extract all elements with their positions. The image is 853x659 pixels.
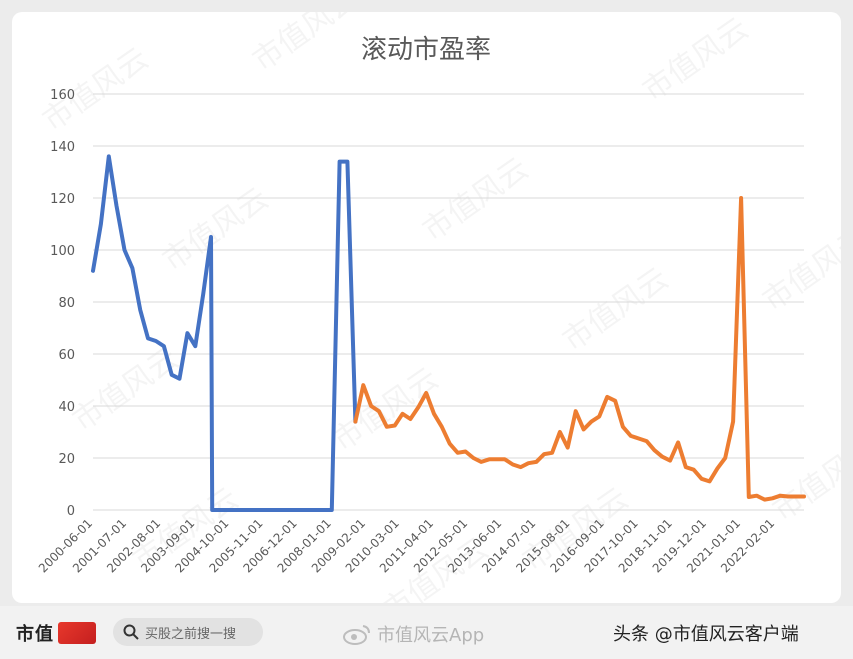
series-lines (91, 154, 806, 512)
footer-bar: 市值 买股之前搜一搜 市值风云App 头条 @市值风云客户端 (0, 606, 853, 659)
y-tick-label: 20 (58, 452, 75, 467)
y-tick-label: 80 (58, 296, 75, 311)
y-tick-label: 140 (50, 140, 75, 155)
series-line-2 (353, 196, 806, 502)
y-tick-label: 40 (58, 400, 75, 415)
watermark-text: 市值风云 (757, 221, 841, 318)
chart-card (12, 12, 841, 603)
search-box[interactable]: 买股之前搜一搜 (113, 618, 263, 646)
brand[interactable]: 市值 (16, 620, 96, 646)
y-tick-label: 100 (50, 244, 75, 259)
y-tick-label: 160 (50, 88, 75, 103)
series-line-1 (91, 154, 358, 512)
watermark-text: 市值风云 (247, 12, 365, 79)
weibo-watermark-text: 市值风云App (377, 625, 485, 646)
watermark-text: 市值风云 (157, 181, 275, 278)
search-placeholder: 买股之前搜一搜 (145, 626, 237, 642)
byline: 头条 @市值风云客户端 (613, 624, 799, 645)
y-tick-label: 120 (50, 192, 75, 207)
watermark-text: 市值风云 (417, 151, 535, 248)
search-icon (123, 624, 139, 640)
watermark-text: 市值风云 (327, 361, 445, 458)
watermark-text: 市值风云 (767, 431, 841, 528)
y-axis: 0 20 40 60 80 100 120 140 160 (50, 88, 75, 519)
y-tick-label: 60 (58, 348, 75, 363)
grid-lines (93, 93, 804, 511)
watermark-text: 市值风云 (557, 261, 675, 358)
weibo-watermark: 市值风云App (343, 621, 484, 647)
y-tick-label: 0 (67, 504, 75, 519)
weibo-icon (343, 625, 370, 645)
brand-logo-icon (58, 622, 96, 644)
brand-name: 市值 (16, 624, 54, 645)
chart-title: 滚动市盈率 (361, 35, 491, 65)
